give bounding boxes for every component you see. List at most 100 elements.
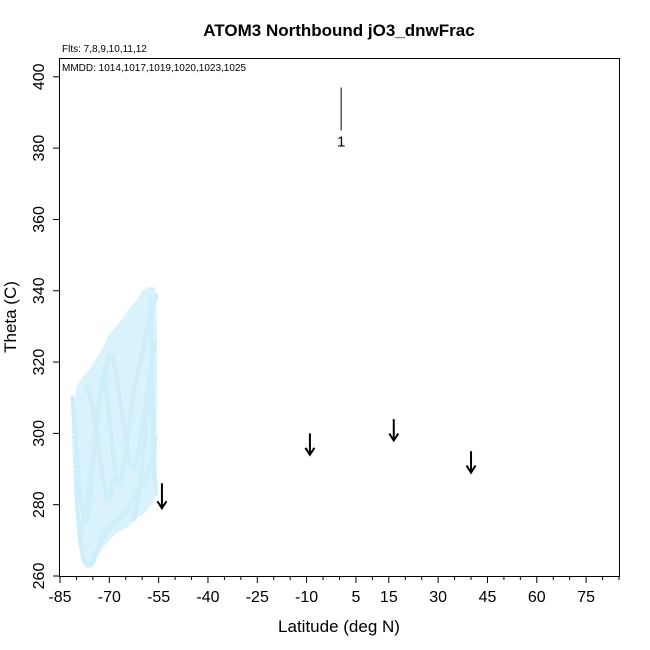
data-point xyxy=(91,449,96,454)
data-point xyxy=(97,400,102,405)
data-point xyxy=(150,402,155,407)
data-point xyxy=(99,391,103,396)
data-point xyxy=(148,303,153,307)
data-point xyxy=(144,422,149,427)
data-point xyxy=(71,413,76,418)
data-point xyxy=(97,403,102,408)
data-point xyxy=(152,341,157,346)
data-point xyxy=(126,431,131,436)
data-point xyxy=(108,426,113,430)
data-point xyxy=(138,474,143,479)
data-point xyxy=(76,470,81,474)
data-point xyxy=(149,320,154,325)
data-point xyxy=(72,428,77,433)
data-point xyxy=(143,428,148,433)
data-point xyxy=(74,499,79,504)
data-point xyxy=(125,433,130,438)
data-point xyxy=(150,424,155,429)
data-point xyxy=(130,398,135,403)
data-point xyxy=(73,437,78,442)
data-point xyxy=(76,525,81,530)
data-point xyxy=(146,406,150,411)
data-point xyxy=(148,299,153,304)
data-point xyxy=(149,377,154,382)
data-point xyxy=(78,494,83,499)
data-point xyxy=(70,401,75,406)
data-point xyxy=(149,313,153,318)
data-point xyxy=(125,436,130,441)
dates-annotation: MMDD: 1014,1017,1019,1020,1023,1025 xyxy=(62,63,246,74)
data-point xyxy=(115,385,120,389)
y-tick-label: 360 xyxy=(31,206,48,233)
data-point xyxy=(90,473,95,478)
down-arrow-icon xyxy=(304,433,316,457)
data-point xyxy=(143,401,148,406)
data-point xyxy=(76,522,81,527)
data-point xyxy=(105,393,110,398)
data-point xyxy=(137,442,142,447)
data-point xyxy=(136,445,141,450)
data-point xyxy=(84,503,89,508)
data-point xyxy=(149,370,154,375)
data-point xyxy=(149,331,154,336)
data-point xyxy=(83,506,88,511)
data-point xyxy=(125,445,130,450)
data-point xyxy=(76,473,81,477)
data-point xyxy=(135,452,140,457)
data-point xyxy=(139,462,144,467)
data-point xyxy=(112,475,116,480)
data-point xyxy=(110,446,115,451)
data-point xyxy=(76,519,81,524)
data-point xyxy=(123,435,128,440)
data-point xyxy=(147,374,152,379)
data-point xyxy=(123,438,128,443)
down-arrow-icon xyxy=(156,483,168,511)
data-point xyxy=(146,399,151,404)
data-point xyxy=(74,495,79,499)
data-point xyxy=(128,414,133,419)
data-point xyxy=(106,402,110,407)
data-point xyxy=(96,409,101,414)
data-point xyxy=(122,455,127,460)
data-point xyxy=(111,355,116,360)
data-point xyxy=(137,486,142,491)
data-point xyxy=(112,459,117,464)
data-point xyxy=(75,508,80,512)
data-point xyxy=(104,381,108,386)
data-point xyxy=(90,476,95,481)
data-point xyxy=(91,445,96,450)
data-point xyxy=(95,415,100,420)
data-point xyxy=(74,452,79,457)
data-point xyxy=(147,377,151,382)
data-point xyxy=(121,464,126,469)
x-tick-label: -55 xyxy=(147,589,170,606)
series-trace-7 xyxy=(78,354,111,536)
y-axis-label: Theta (C) xyxy=(1,281,20,353)
data-point xyxy=(151,450,156,455)
data-point xyxy=(76,475,81,480)
y-tick-label: 320 xyxy=(31,349,48,376)
data-point xyxy=(116,391,121,395)
data-point xyxy=(150,431,155,436)
data-point xyxy=(147,394,152,399)
data-point xyxy=(74,490,79,495)
data-point xyxy=(112,464,117,469)
data-point xyxy=(112,364,117,369)
data-point xyxy=(98,454,102,458)
data-point xyxy=(141,445,146,450)
data-point xyxy=(136,488,141,493)
data-point xyxy=(147,396,152,401)
data-point xyxy=(148,306,153,311)
y-tick-label: 280 xyxy=(31,491,48,518)
data-point xyxy=(89,485,94,490)
data-point xyxy=(149,363,154,368)
data-point xyxy=(148,385,153,389)
data-point xyxy=(149,373,154,378)
data-point xyxy=(140,421,145,426)
data-point xyxy=(71,407,76,412)
data-point xyxy=(99,386,104,391)
data-point xyxy=(139,469,144,474)
data-point xyxy=(89,482,94,487)
data-point xyxy=(149,375,154,380)
